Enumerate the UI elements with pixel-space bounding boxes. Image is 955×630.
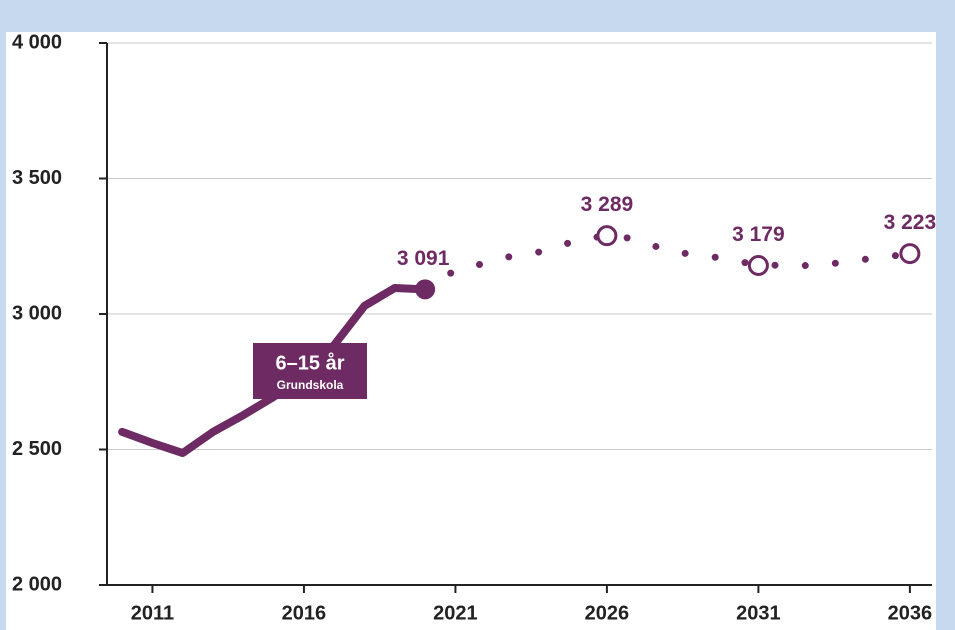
annotation-subtext: Grundskola: [277, 378, 344, 392]
x-tick-label: 2016: [282, 602, 327, 624]
y-tick-label: 2 500: [12, 438, 62, 460]
data-label: 3 179: [732, 223, 785, 246]
annotation-box: [253, 343, 367, 399]
x-tick-label: 2011: [131, 602, 174, 624]
y-tick-label: 3 000: [12, 302, 62, 324]
data-point: [415, 279, 436, 300]
data-label: 3 289: [581, 193, 634, 216]
chart-background: [6, 32, 936, 630]
data-label: 3 223: [884, 211, 937, 234]
x-tick-label: 2036: [888, 602, 933, 624]
data-point: [899, 243, 921, 265]
y-tick-label: 4 000: [12, 31, 62, 53]
y-tick-label: 2 000: [12, 573, 62, 595]
x-tick-label: 2031: [736, 602, 781, 624]
annotation: 6–15 år Grundskola: [253, 343, 367, 399]
x-tick-label: 2021: [433, 602, 478, 624]
data-point: [747, 254, 769, 276]
data-point: [596, 225, 618, 247]
data-line: [421, 232, 914, 293]
data-label: 3 091: [397, 247, 450, 270]
x-tick-label: 2026: [585, 602, 630, 624]
y-tick-label: 3 500: [12, 167, 62, 189]
annotation-text: 6–15 år: [276, 351, 345, 374]
